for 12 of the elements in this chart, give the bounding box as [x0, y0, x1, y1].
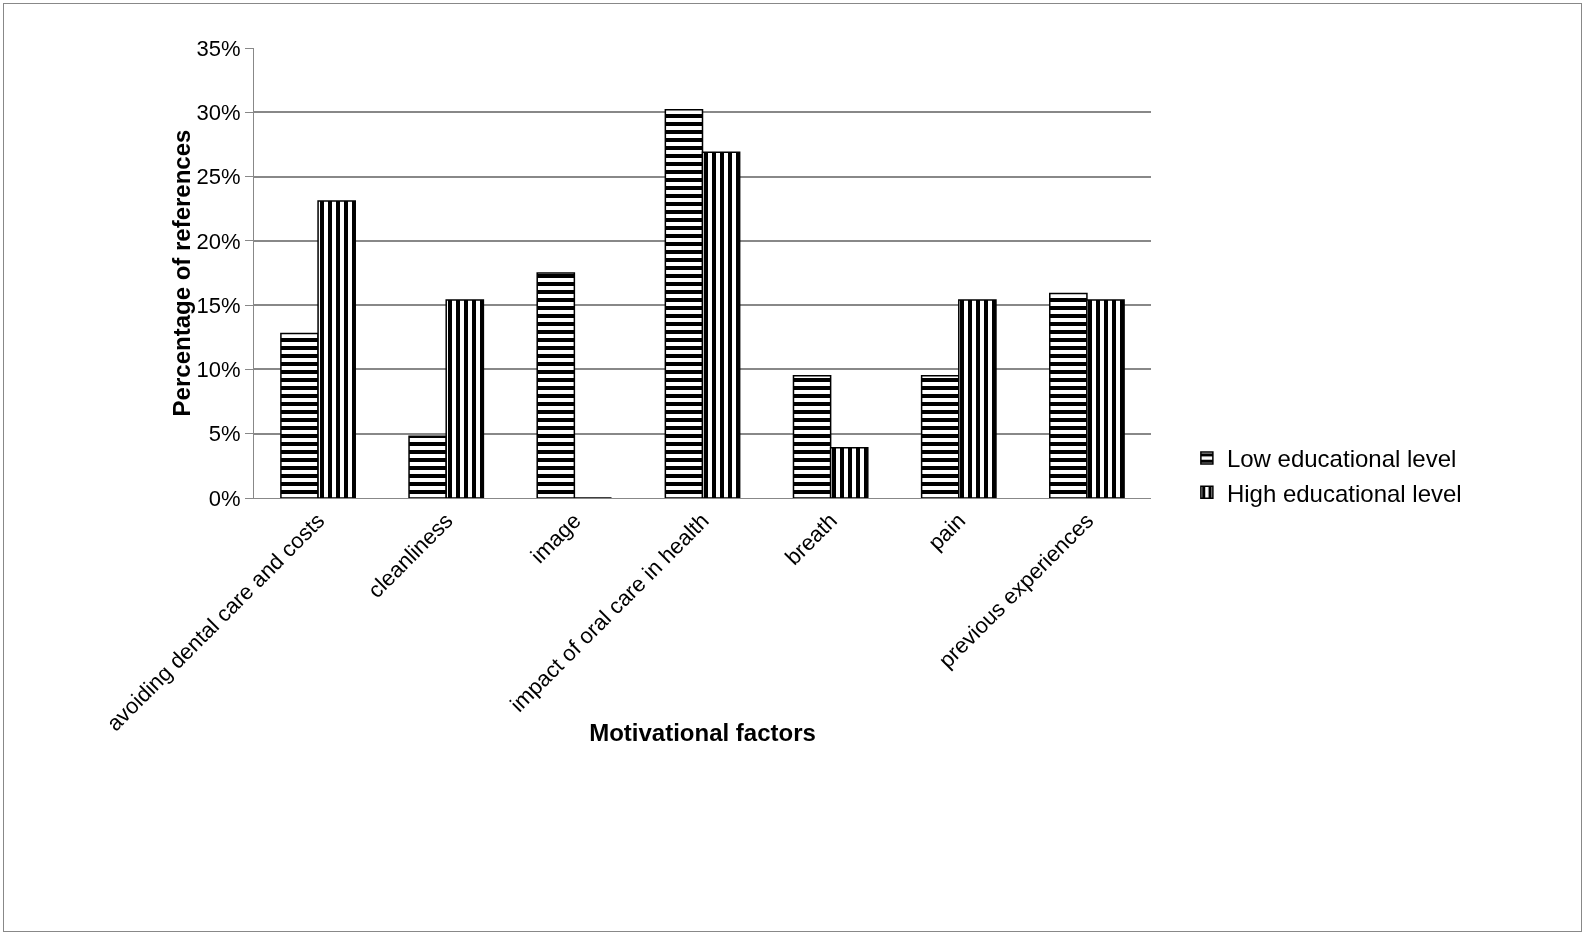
text: Low educational level	[1226, 445, 1457, 473]
text: High educational level	[1226, 479, 1462, 507]
y-tick-label: 20%	[196, 228, 241, 254]
y-tick-label: 35%	[196, 35, 241, 61]
y-tick-label: 10%	[196, 357, 241, 383]
y-tick-label: 30%	[196, 99, 241, 125]
y-tick-label: 5%	[208, 421, 241, 447]
y-axis-title: Percentage of references	[167, 129, 195, 417]
y-tick-label: 25%	[196, 164, 241, 190]
y-tick-label: 15%	[196, 292, 241, 318]
x-axis-title: Motivational factors	[589, 718, 816, 746]
y-tick-label: 0%	[208, 485, 241, 511]
